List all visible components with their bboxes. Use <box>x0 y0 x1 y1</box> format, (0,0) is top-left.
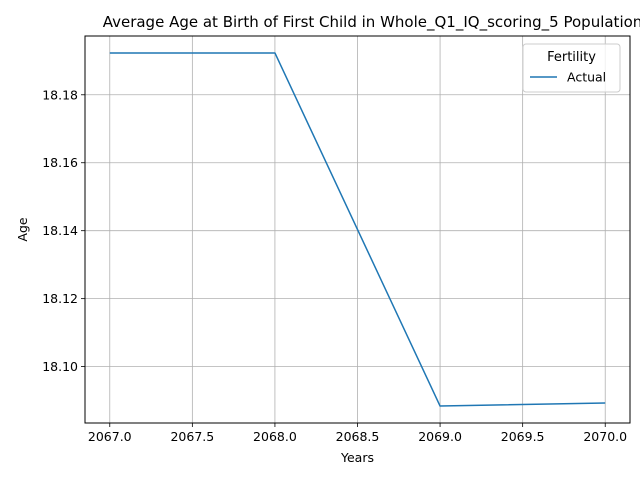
x-tick-label: 2067.5 <box>170 429 214 444</box>
x-axis-label: Years <box>340 450 374 465</box>
x-tick-label: 2068.5 <box>336 429 380 444</box>
y-tick-label: 18.14 <box>42 223 78 238</box>
x-tick-label: 2067.0 <box>88 429 132 444</box>
y-tick-label: 18.16 <box>42 155 78 170</box>
x-tick-label: 2069.5 <box>501 429 545 444</box>
y-tick-label: 18.12 <box>42 291 78 306</box>
x-tick-label: 2069.0 <box>418 429 462 444</box>
y-tick-label: 18.10 <box>42 359 78 374</box>
legend-label-actual: Actual <box>567 70 606 85</box>
chart-title: Average Age at Birth of First Child in W… <box>103 13 640 32</box>
legend: Fertility Actual <box>523 44 620 92</box>
y-tick-label: 18.18 <box>42 87 78 102</box>
x-tick-label: 2068.0 <box>253 429 297 444</box>
y-axis-label: Age <box>15 217 30 241</box>
x-tick-label: 2070.0 <box>583 429 627 444</box>
legend-title: Fertility <box>547 50 596 65</box>
